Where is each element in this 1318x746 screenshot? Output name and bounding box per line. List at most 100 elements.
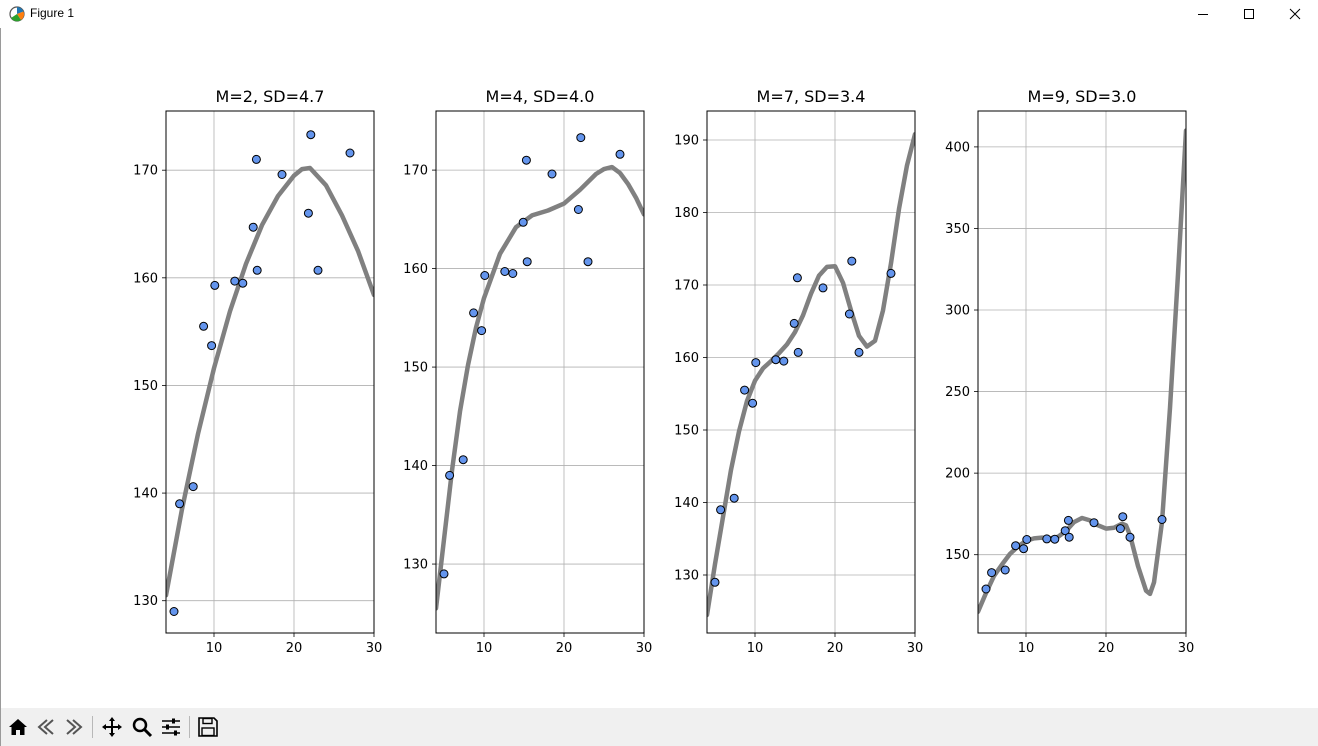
data-point bbox=[748, 398, 758, 408]
home-button[interactable] bbox=[4, 713, 32, 741]
data-point bbox=[508, 269, 518, 278]
y-tick-label: 170 bbox=[133, 164, 158, 179]
data-point bbox=[547, 169, 557, 179]
close-icon bbox=[1289, 8, 1301, 20]
data-point bbox=[1022, 535, 1032, 544]
data-point bbox=[439, 569, 449, 579]
y-tick-label: 130 bbox=[403, 558, 428, 573]
subplot-2: 10 20 30 130 140 150 160 170 M=4, SD=4.0 bbox=[403, 87, 652, 656]
data-point bbox=[445, 470, 455, 480]
maximize-icon bbox=[1244, 9, 1254, 19]
data-point bbox=[1115, 524, 1125, 534]
zoom-button[interactable] bbox=[128, 713, 156, 741]
data-point bbox=[169, 607, 179, 616]
subplot-title: M=4, SD=4.0 bbox=[486, 87, 595, 106]
data-point bbox=[500, 267, 510, 276]
data-point bbox=[477, 326, 487, 336]
data-point bbox=[710, 577, 720, 587]
y-tick-label: 150 bbox=[945, 548, 970, 563]
x-tick-label: 20 bbox=[1098, 641, 1115, 656]
data-point bbox=[175, 499, 185, 509]
fit-curve bbox=[436, 164, 644, 611]
forward-icon bbox=[66, 719, 83, 735]
data-point bbox=[210, 280, 220, 290]
data-point bbox=[740, 385, 750, 395]
data-point bbox=[981, 584, 991, 594]
zoom-icon bbox=[132, 717, 153, 738]
figure-canvas-area[interactable] bbox=[0, 28, 1318, 708]
y-tick-label: 350 bbox=[945, 222, 970, 237]
data-point bbox=[306, 130, 316, 140]
matplotlib-app-icon bbox=[9, 6, 25, 22]
y-tick-label: 140 bbox=[403, 459, 428, 474]
save-icon bbox=[198, 717, 218, 737]
data-point bbox=[779, 356, 789, 366]
y-tick-label: 180 bbox=[674, 206, 699, 221]
data-point bbox=[230, 276, 240, 286]
data-point bbox=[847, 256, 857, 266]
y-tick-label: 140 bbox=[133, 487, 158, 502]
back-button[interactable] bbox=[32, 713, 60, 741]
y-tick-label: 200 bbox=[945, 467, 970, 482]
y-tick-label: 190 bbox=[674, 134, 699, 149]
window-titlebar: Figure 1 bbox=[0, 0, 1318, 28]
data-point bbox=[751, 358, 761, 368]
data-point bbox=[521, 155, 531, 165]
minimize-button[interactable] bbox=[1180, 0, 1226, 28]
x-tick-label: 30 bbox=[636, 641, 653, 656]
data-point bbox=[518, 217, 528, 227]
data-point bbox=[1019, 544, 1029, 554]
x-tick-label: 10 bbox=[206, 641, 223, 656]
y-tick-label: 250 bbox=[945, 385, 970, 400]
fit-curve bbox=[707, 131, 915, 618]
data-point bbox=[771, 355, 781, 365]
y-tick-label: 300 bbox=[945, 304, 970, 319]
figure-canvas: 10 20 30 130 140 150 160 170 M=2, SD=4.7 10 20 30 13… bbox=[133, 87, 1194, 656]
axes-frame bbox=[435, 110, 645, 634]
subplot-title: M=7, SD=3.4 bbox=[757, 87, 866, 106]
data-point bbox=[789, 318, 799, 328]
forward-button[interactable] bbox=[60, 713, 88, 741]
data-point bbox=[1050, 534, 1060, 544]
data-point bbox=[844, 309, 854, 319]
data-point bbox=[854, 347, 864, 357]
data-point bbox=[313, 265, 323, 275]
data-point bbox=[987, 568, 997, 578]
y-tick-label: 130 bbox=[133, 594, 158, 609]
data-point bbox=[238, 278, 248, 288]
x-tick-label: 30 bbox=[1178, 641, 1195, 656]
data-point bbox=[792, 273, 802, 283]
data-point bbox=[716, 505, 726, 515]
save-button[interactable] bbox=[194, 713, 222, 741]
y-tick-label: 150 bbox=[133, 379, 158, 394]
data-point bbox=[1089, 518, 1099, 528]
data-point bbox=[277, 170, 287, 179]
x-tick-label: 20 bbox=[286, 641, 303, 656]
data-point bbox=[818, 283, 828, 293]
subplot-title: M=2, SD=4.7 bbox=[216, 87, 325, 106]
home-icon bbox=[9, 719, 27, 735]
configure-subplots-icon bbox=[162, 718, 180, 736]
pan-button[interactable] bbox=[98, 713, 126, 741]
data-point bbox=[1000, 565, 1010, 575]
x-tick-label: 10 bbox=[747, 641, 764, 656]
x-tick-label: 20 bbox=[827, 641, 844, 656]
close-button[interactable] bbox=[1272, 0, 1318, 28]
data-point bbox=[207, 341, 217, 351]
subplot-4: 10 20 30 150 200 250 300 350 400 M=9, SD=3.0 bbox=[945, 87, 1194, 656]
data-point bbox=[1125, 532, 1135, 542]
data-point bbox=[729, 493, 739, 503]
data-point bbox=[1064, 532, 1074, 542]
configure-subplots-button[interactable] bbox=[157, 713, 185, 741]
data-point bbox=[1011, 541, 1021, 551]
data-point bbox=[303, 208, 313, 218]
y-tick-label: 150 bbox=[403, 361, 428, 376]
data-point bbox=[793, 347, 803, 357]
back-icon bbox=[37, 719, 54, 735]
data-point bbox=[615, 149, 625, 159]
maximize-button[interactable] bbox=[1226, 0, 1272, 28]
data-point bbox=[458, 455, 468, 465]
data-point bbox=[1042, 534, 1052, 544]
y-tick-label: 160 bbox=[674, 351, 699, 366]
data-point bbox=[345, 148, 355, 158]
